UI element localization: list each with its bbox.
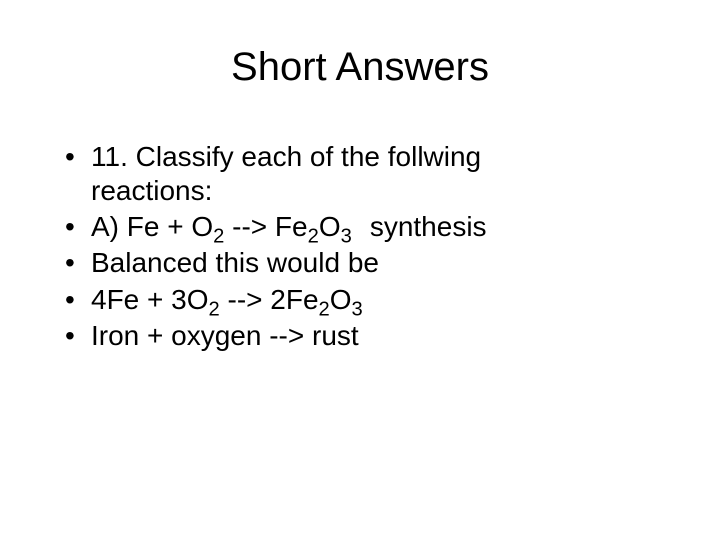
bullet-text: A) Fe + O2 --> Fe2O3synthesis bbox=[91, 210, 665, 244]
bullet-text: 11. Classify each of the follwing reacti… bbox=[91, 140, 665, 208]
list-item: • 4Fe + 3O2 --> 2Fe2O3 bbox=[63, 283, 665, 317]
bullet-list: • 11. Classify each of the follwing reac… bbox=[55, 140, 665, 353]
bullet-icon: • bbox=[63, 283, 91, 317]
list-item: • Balanced this would be bbox=[63, 246, 665, 280]
bullet-text: 4Fe + 3O2 --> 2Fe2O3 bbox=[91, 283, 665, 317]
slide: Short Answers • 11. Classify each of the… bbox=[0, 0, 720, 540]
list-item: • Iron + oxygen --> rust bbox=[63, 319, 665, 353]
bullet-text: Balanced this would be bbox=[91, 246, 665, 280]
bullet-text: Iron + oxygen --> rust bbox=[91, 319, 665, 353]
list-item: • A) Fe + O2 --> Fe2O3synthesis bbox=[63, 210, 665, 244]
bullet-icon: • bbox=[63, 210, 91, 244]
bullet-icon: • bbox=[63, 246, 91, 280]
bullet-icon: • bbox=[63, 140, 91, 174]
bullet-icon: • bbox=[63, 319, 91, 353]
list-item: • 11. Classify each of the follwing reac… bbox=[63, 140, 665, 208]
slide-title: Short Answers bbox=[55, 45, 665, 90]
